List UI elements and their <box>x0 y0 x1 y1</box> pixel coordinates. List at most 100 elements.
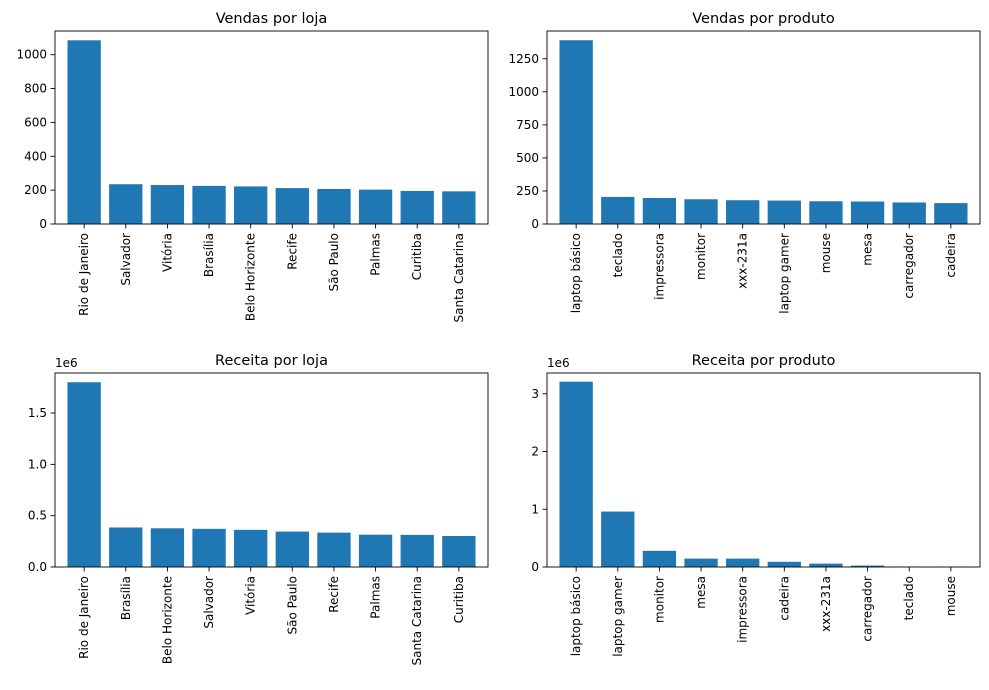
y-tick-label: 800 <box>24 82 47 96</box>
bar-2 <box>150 528 185 567</box>
bar-0 <box>559 40 593 224</box>
bar-1 <box>109 184 143 224</box>
chart-title: Vendas por produto <box>692 11 835 27</box>
bar-3 <box>192 185 226 224</box>
bar-7 <box>850 201 885 224</box>
bar-0 <box>67 382 101 567</box>
x-tick-label: Vitória <box>244 576 258 615</box>
x-tick-label: Curitiba <box>452 576 466 623</box>
x-tick-label: impressora <box>736 576 750 643</box>
x-tick-label: monitor <box>652 576 666 623</box>
x-tick-label: Salvador <box>202 576 216 629</box>
y-tick-label: 2 <box>531 445 539 459</box>
bar-6 <box>317 532 351 567</box>
bar-2 <box>642 550 677 567</box>
y-tick-label: 400 <box>24 149 47 163</box>
x-tick-label: Belo Horizonte <box>244 233 258 321</box>
bar-8 <box>400 190 434 224</box>
chart-receita-por-produto: Receita por produto 1e6 laptop básico lap… <box>531 353 981 657</box>
bar-2 <box>150 185 185 224</box>
y-tick-label: 0 <box>39 217 47 231</box>
chart-receita-por-loja: Receita por loja 1e6 Rio de Janeiro Brasí… <box>28 353 489 665</box>
x-tick-label: mesa <box>861 233 875 266</box>
x-tick-label: teclado <box>611 233 625 277</box>
y-tick-label: 500 <box>516 151 539 165</box>
x-tick-label: Santa Catarina <box>410 576 424 665</box>
bar-0 <box>67 40 101 225</box>
x-tick-label: mouse <box>944 576 958 616</box>
chart-vendas-por-loja: Vendas por loja Rio de Janeiro Salvador Vi… <box>16 11 489 322</box>
x-tick-label: xxx-231a <box>736 233 750 289</box>
x-tick-label: Palmas <box>369 233 383 276</box>
y-tick-label: 0 <box>531 560 539 574</box>
x-tick-label: Vitória <box>160 233 174 272</box>
bar-7 <box>358 189 393 224</box>
bar-3 <box>192 528 226 567</box>
bar-2 <box>642 197 677 224</box>
bar-0 <box>559 381 593 567</box>
bar-5 <box>767 200 801 224</box>
y-tick-label: 600 <box>24 115 47 129</box>
x-tick-label: carregador <box>861 576 875 642</box>
x-tick-label: cadeira <box>777 576 791 621</box>
x-tick-label: São Paulo <box>327 233 341 291</box>
x-tick-label: monitor <box>694 233 708 280</box>
x-tick-label: laptop gamer <box>777 233 791 314</box>
x-tick-label: São Paulo <box>285 576 299 634</box>
axes-frame <box>546 30 981 225</box>
x-tick-label: carregador <box>902 233 916 299</box>
bar-3 <box>684 558 718 567</box>
chart-title: Receita por loja <box>215 353 328 369</box>
bar-6 <box>809 563 843 567</box>
y-tick-label: 1.0 <box>28 457 47 471</box>
y-tick-label: 1000 <box>508 85 539 99</box>
bar-4 <box>234 529 268 567</box>
bar-9 <box>934 203 968 224</box>
x-tick-label: Belo Horizonte <box>160 576 174 664</box>
x-tick-label: mouse <box>819 233 833 273</box>
y-tick-label: 1 <box>531 502 539 516</box>
x-tick-label: Curitiba <box>410 233 424 280</box>
bar-1 <box>601 196 635 224</box>
y-tick-label: 0 <box>531 217 539 231</box>
x-tick-label: Palmas <box>369 576 383 619</box>
x-tick-label: Recife <box>285 233 299 270</box>
bar-3 <box>684 199 718 224</box>
bar-4 <box>726 200 760 224</box>
chart-vendas-por-produto: Vendas por produto laptop básico teclado i… <box>508 11 981 314</box>
bar-1 <box>601 511 635 567</box>
chart-title: Vendas por loja <box>216 11 328 27</box>
x-tick-label: laptop básico <box>569 233 583 313</box>
x-tick-label: impressora <box>652 233 666 300</box>
x-tick-label: Brasília <box>119 576 133 620</box>
x-tick-label: Santa Catarina <box>452 233 466 322</box>
bar-4 <box>726 558 760 567</box>
x-tick-label: Rio de Janeiro <box>77 576 91 659</box>
x-tick-label: mesa <box>694 576 708 609</box>
axes-frame <box>54 30 489 225</box>
y-tick-label: 3 <box>531 387 539 401</box>
bar-5 <box>767 561 801 567</box>
y-tick-label: 750 <box>516 118 539 132</box>
bar-1 <box>109 527 143 567</box>
axes-frame <box>546 372 981 568</box>
y-tick-label: 200 <box>24 183 47 197</box>
bar-8 <box>400 534 434 567</box>
x-tick-label: Salvador <box>119 233 133 286</box>
bar-7 <box>850 565 885 567</box>
x-tick-label: Recife <box>327 576 341 613</box>
bar-5 <box>275 188 309 224</box>
bar-4 <box>234 186 268 224</box>
y-tick-label: 1000 <box>16 48 47 62</box>
y-tick-label: 0.0 <box>28 560 47 574</box>
chart-title: Receita por produto <box>692 353 836 369</box>
bar-6 <box>809 201 843 224</box>
x-tick-label: Rio de Janeiro <box>77 233 91 316</box>
y-tick-label: 1.5 <box>28 406 47 420</box>
x-tick-label: xxx-231a <box>819 576 833 632</box>
x-tick-label: laptop básico <box>569 576 583 656</box>
axis-scale-label: 1e6 <box>55 356 78 370</box>
bar-7 <box>358 534 393 567</box>
